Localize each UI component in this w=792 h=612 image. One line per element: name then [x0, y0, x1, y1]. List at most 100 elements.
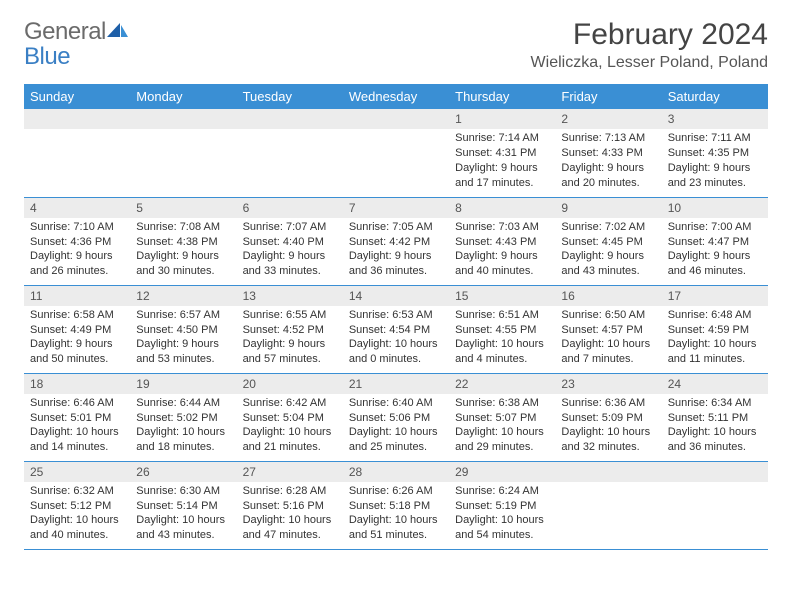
day-sunrise: Sunrise: 6:57 AM	[136, 308, 230, 323]
day-details: Sunrise: 6:32 AMSunset: 5:12 PMDaylight:…	[24, 482, 130, 547]
header: General Blue February 2024 Wieliczka, Le…	[24, 18, 768, 72]
day-daylight1: Daylight: 9 hours	[561, 249, 655, 264]
day-number: 12	[130, 286, 236, 306]
day-number-bar	[343, 109, 449, 129]
day-number: 3	[662, 109, 768, 129]
day-sunset: Sunset: 5:11 PM	[668, 411, 762, 426]
day-number: 18	[24, 374, 130, 394]
day-daylight2: and 17 minutes.	[455, 176, 549, 191]
day-daylight2: and 43 minutes.	[561, 264, 655, 279]
day-sunrise: Sunrise: 7:03 AM	[455, 220, 549, 235]
day-sunset: Sunset: 4:43 PM	[455, 235, 549, 250]
day-number: 28	[343, 462, 449, 482]
day-daylight2: and 20 minutes.	[561, 176, 655, 191]
calendar-body: 1Sunrise: 7:14 AMSunset: 4:31 PMDaylight…	[24, 109, 768, 549]
day-sunset: Sunset: 4:57 PM	[561, 323, 655, 338]
calendar-day-cell: 28Sunrise: 6:26 AMSunset: 5:18 PMDayligh…	[343, 461, 449, 549]
calendar-day-cell: 5Sunrise: 7:08 AMSunset: 4:38 PMDaylight…	[130, 197, 236, 285]
logo-word-blue: Blue	[24, 46, 130, 68]
day-sunrise: Sunrise: 6:42 AM	[243, 396, 337, 411]
day-sunset: Sunset: 4:59 PM	[668, 323, 762, 338]
logo: General Blue	[24, 18, 130, 68]
calendar-empty-cell	[555, 461, 661, 549]
day-details: Sunrise: 7:08 AMSunset: 4:38 PMDaylight:…	[130, 218, 236, 283]
logo-word-general: General	[24, 18, 106, 45]
calendar-day-cell: 22Sunrise: 6:38 AMSunset: 5:07 PMDayligh…	[449, 373, 555, 461]
day-daylight1: Daylight: 10 hours	[455, 337, 549, 352]
day-sunset: Sunset: 5:16 PM	[243, 499, 337, 514]
calendar-empty-cell	[24, 109, 130, 197]
day-details: Sunrise: 6:36 AMSunset: 5:09 PMDaylight:…	[555, 394, 661, 459]
day-daylight2: and 33 minutes.	[243, 264, 337, 279]
day-sunrise: Sunrise: 7:10 AM	[30, 220, 124, 235]
day-number: 17	[662, 286, 768, 306]
day-sunrise: Sunrise: 6:44 AM	[136, 396, 230, 411]
day-sunrise: Sunrise: 7:00 AM	[668, 220, 762, 235]
day-daylight2: and 14 minutes.	[30, 440, 124, 455]
calendar-week-row: 11Sunrise: 6:58 AMSunset: 4:49 PMDayligh…	[24, 285, 768, 373]
day-daylight2: and 50 minutes.	[30, 352, 124, 367]
day-daylight1: Daylight: 9 hours	[561, 161, 655, 176]
day-sunset: Sunset: 5:18 PM	[349, 499, 443, 514]
day-number: 11	[24, 286, 130, 306]
day-daylight1: Daylight: 10 hours	[349, 337, 443, 352]
day-details: Sunrise: 7:13 AMSunset: 4:33 PMDaylight:…	[555, 129, 661, 194]
day-daylight2: and 7 minutes.	[561, 352, 655, 367]
day-details: Sunrise: 7:11 AMSunset: 4:35 PMDaylight:…	[662, 129, 768, 194]
day-daylight1: Daylight: 9 hours	[668, 161, 762, 176]
calendar-week-row: 25Sunrise: 6:32 AMSunset: 5:12 PMDayligh…	[24, 461, 768, 549]
calendar-day-cell: 13Sunrise: 6:55 AMSunset: 4:52 PMDayligh…	[237, 285, 343, 373]
calendar-day-cell: 25Sunrise: 6:32 AMSunset: 5:12 PMDayligh…	[24, 461, 130, 549]
calendar-day-cell: 26Sunrise: 6:30 AMSunset: 5:14 PMDayligh…	[130, 461, 236, 549]
calendar-week-row: 18Sunrise: 6:46 AMSunset: 5:01 PMDayligh…	[24, 373, 768, 461]
day-sunset: Sunset: 5:12 PM	[30, 499, 124, 514]
calendar-day-cell: 19Sunrise: 6:44 AMSunset: 5:02 PMDayligh…	[130, 373, 236, 461]
day-daylight1: Daylight: 9 hours	[455, 249, 549, 264]
day-sunrise: Sunrise: 6:32 AM	[30, 484, 124, 499]
calendar-day-cell: 17Sunrise: 6:48 AMSunset: 4:59 PMDayligh…	[662, 285, 768, 373]
day-daylight1: Daylight: 9 hours	[30, 337, 124, 352]
day-daylight1: Daylight: 9 hours	[243, 249, 337, 264]
day-daylight1: Daylight: 9 hours	[30, 249, 124, 264]
day-details: Sunrise: 6:57 AMSunset: 4:50 PMDaylight:…	[130, 306, 236, 371]
day-sunrise: Sunrise: 6:28 AM	[243, 484, 337, 499]
calendar-day-cell: 11Sunrise: 6:58 AMSunset: 4:49 PMDayligh…	[24, 285, 130, 373]
day-sunset: Sunset: 4:38 PM	[136, 235, 230, 250]
day-daylight1: Daylight: 9 hours	[136, 249, 230, 264]
day-details: Sunrise: 6:58 AMSunset: 4:49 PMDaylight:…	[24, 306, 130, 371]
day-sunset: Sunset: 4:55 PM	[455, 323, 549, 338]
day-number: 14	[343, 286, 449, 306]
day-number: 1	[449, 109, 555, 129]
day-daylight1: Daylight: 10 hours	[136, 425, 230, 440]
day-daylight2: and 29 minutes.	[455, 440, 549, 455]
day-sunrise: Sunrise: 6:30 AM	[136, 484, 230, 499]
day-daylight2: and 43 minutes.	[136, 528, 230, 543]
day-daylight2: and 11 minutes.	[668, 352, 762, 367]
title-block: February 2024 Wieliczka, Lesser Poland, …	[531, 18, 768, 72]
day-sunrise: Sunrise: 7:13 AM	[561, 131, 655, 146]
day-sunset: Sunset: 5:01 PM	[30, 411, 124, 426]
day-number: 10	[662, 198, 768, 218]
location: Wieliczka, Lesser Poland, Poland	[531, 54, 768, 72]
day-daylight1: Daylight: 10 hours	[30, 425, 124, 440]
day-daylight2: and 40 minutes.	[455, 264, 549, 279]
day-sunset: Sunset: 4:50 PM	[136, 323, 230, 338]
day-sunset: Sunset: 4:49 PM	[30, 323, 124, 338]
day-number: 5	[130, 198, 236, 218]
day-sunset: Sunset: 4:33 PM	[561, 146, 655, 161]
day-daylight1: Daylight: 10 hours	[30, 513, 124, 528]
day-details: Sunrise: 6:53 AMSunset: 4:54 PMDaylight:…	[343, 306, 449, 371]
weekday-header: Tuesday	[237, 84, 343, 109]
weekday-header: Thursday	[449, 84, 555, 109]
day-daylight2: and 4 minutes.	[455, 352, 549, 367]
calendar-day-cell: 27Sunrise: 6:28 AMSunset: 5:16 PMDayligh…	[237, 461, 343, 549]
day-details: Sunrise: 7:02 AMSunset: 4:45 PMDaylight:…	[555, 218, 661, 283]
day-details: Sunrise: 6:42 AMSunset: 5:04 PMDaylight:…	[237, 394, 343, 459]
day-number: 24	[662, 374, 768, 394]
day-details: Sunrise: 6:55 AMSunset: 4:52 PMDaylight:…	[237, 306, 343, 371]
day-sunrise: Sunrise: 6:38 AM	[455, 396, 549, 411]
day-daylight2: and 26 minutes.	[30, 264, 124, 279]
day-details: Sunrise: 6:51 AMSunset: 4:55 PMDaylight:…	[449, 306, 555, 371]
calendar-empty-cell	[130, 109, 236, 197]
day-daylight2: and 47 minutes.	[243, 528, 337, 543]
